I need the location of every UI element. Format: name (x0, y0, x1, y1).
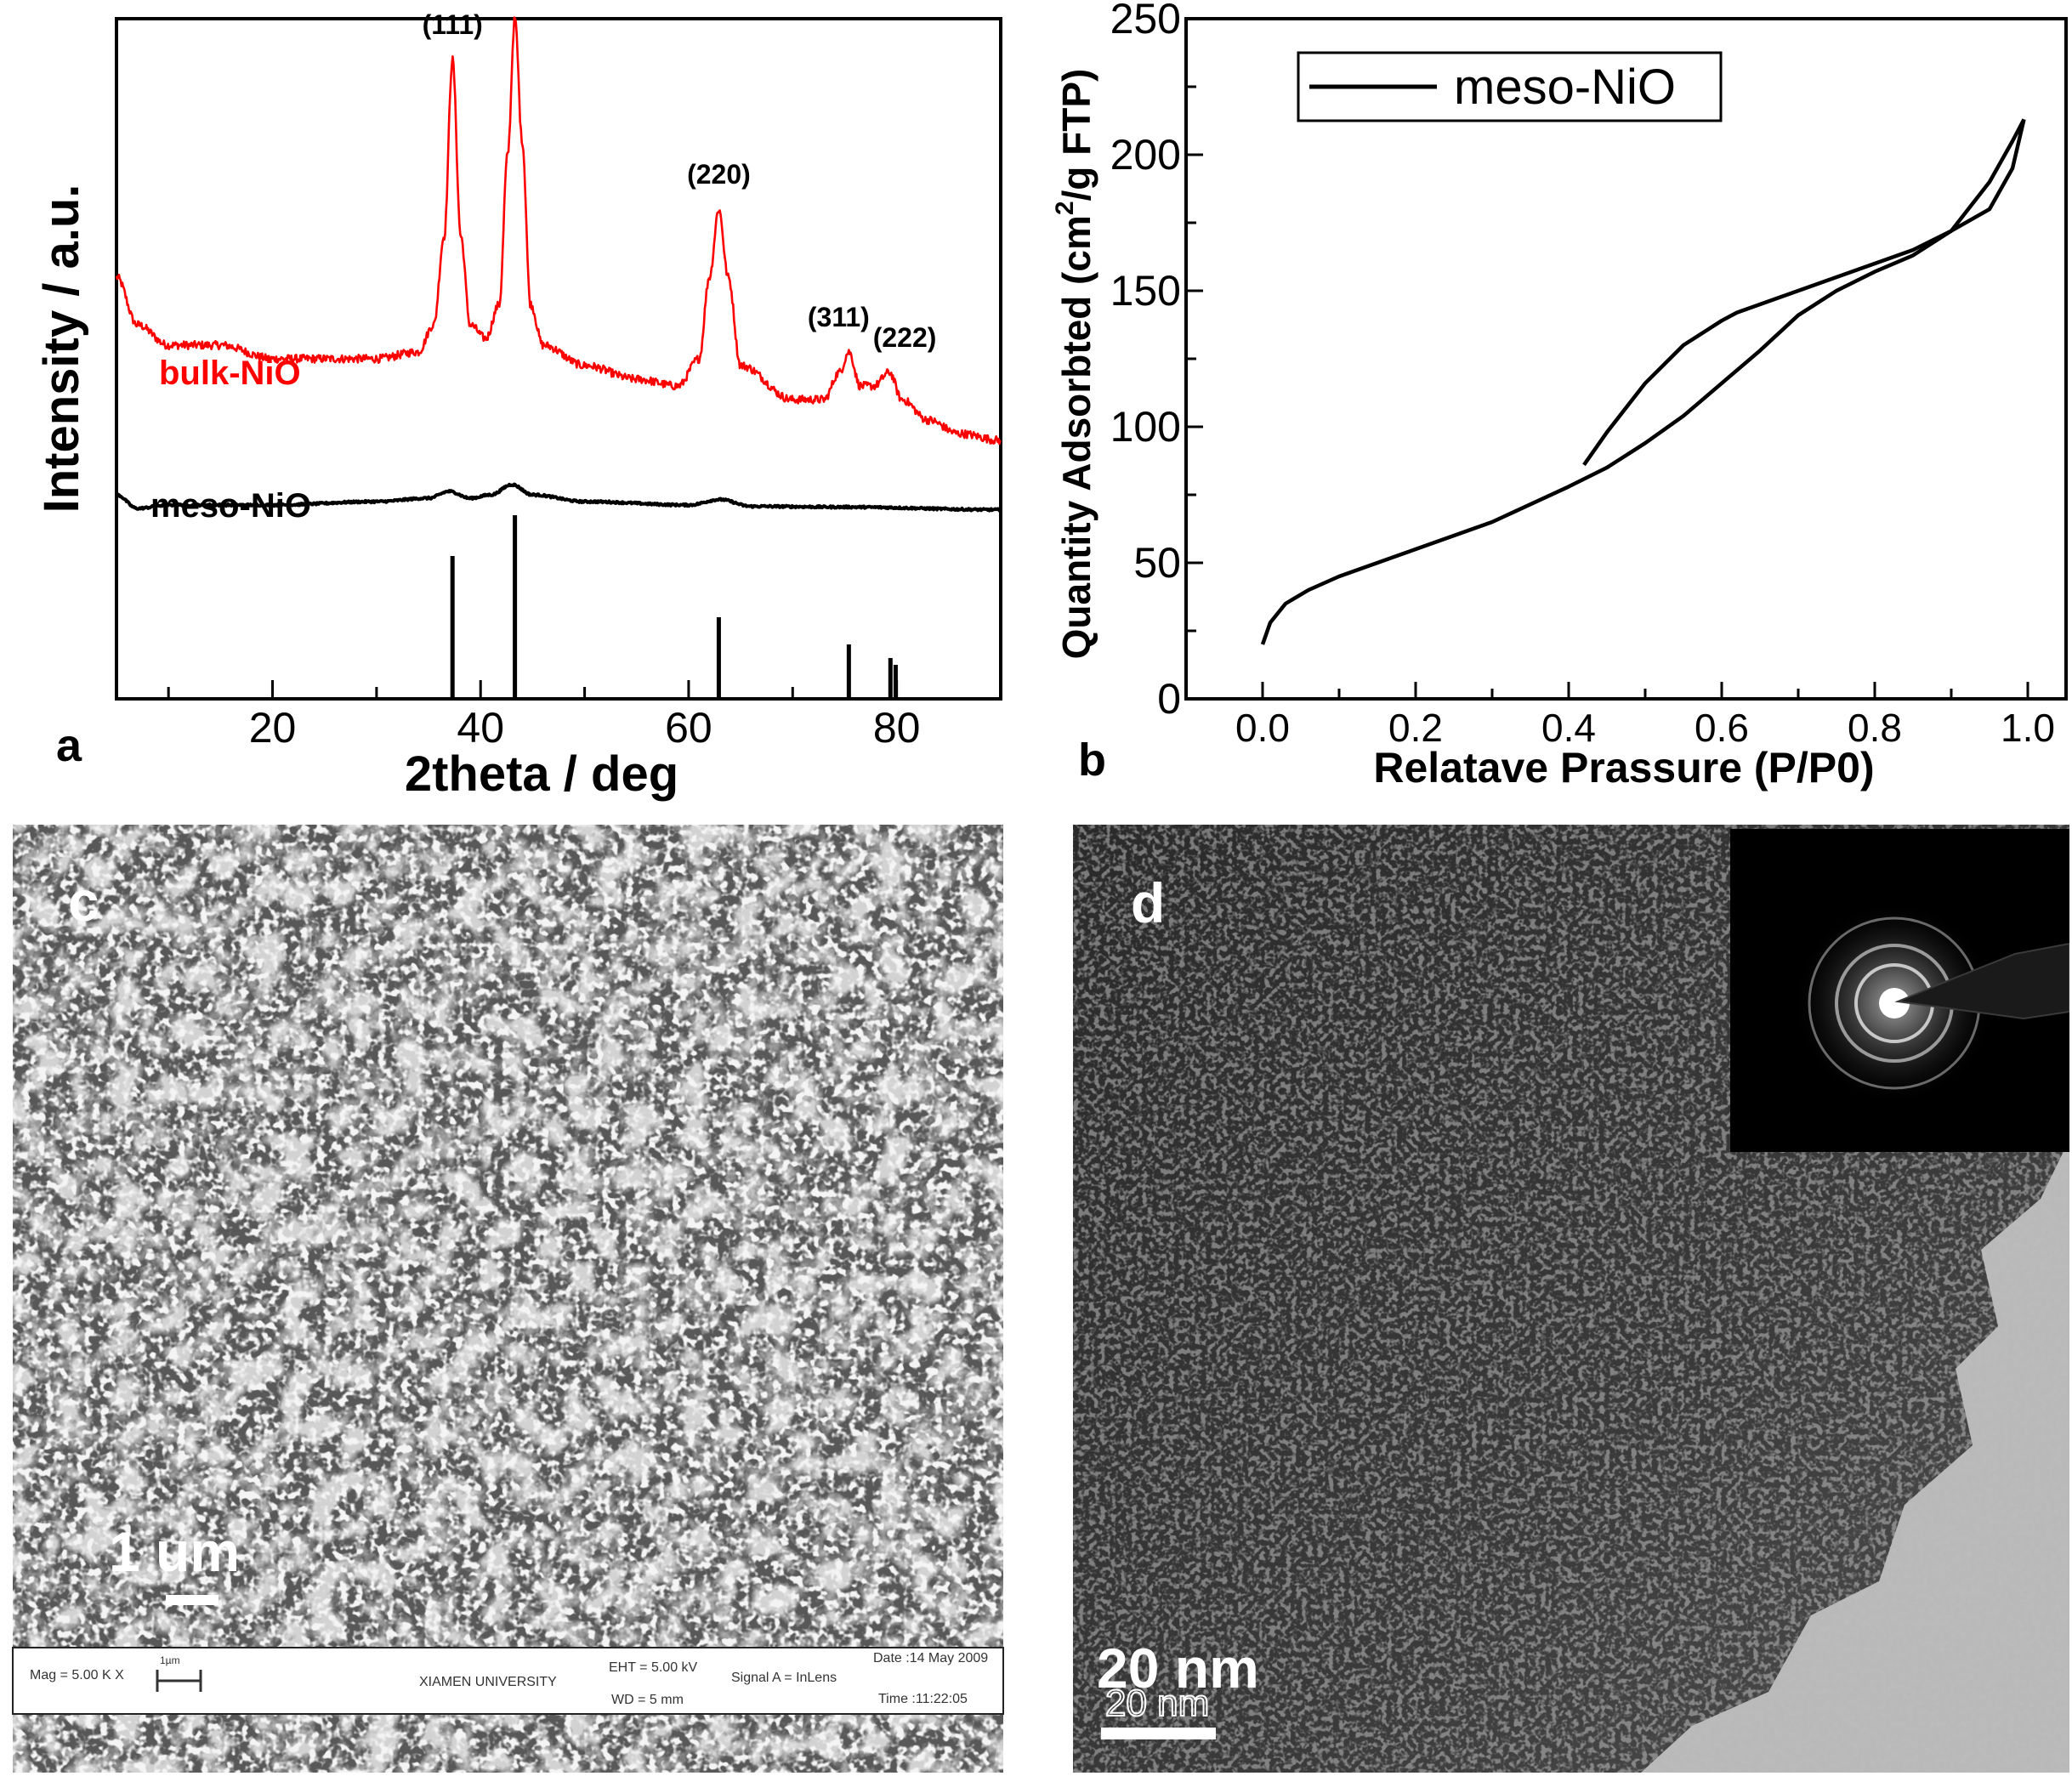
series-line-adsorption (1260, 118, 2026, 645)
peak-label: (311) (808, 302, 870, 332)
sem-scale-label: 1 um (109, 1520, 240, 1583)
legend-label-bulk-nio: bulk-NiO (159, 355, 301, 392)
panel-a-x-tick-label: 60 (665, 704, 712, 752)
panel-b-y-tick-label: 200 (1110, 131, 1181, 179)
panel-b-isotherm-chart: 0.0 0.2 0.4 0.6 0.8 1.0 0 50 100 150 200 250 Relata… (1051, 0, 2068, 792)
panel-d-letter: d (1131, 871, 1165, 934)
panel-b-y-tick-label: 100 (1110, 403, 1181, 451)
panel-b-y-axis-title-post: /g FTP) (1054, 69, 1098, 201)
sem-wd: WD = 5 mm (611, 1693, 684, 1707)
panel-b-y-axis-title: Quantity Adsorbted (cm2/g FTP) (1051, 69, 1098, 660)
tem-scale-label-embedded: 20 nm (1105, 1682, 1209, 1724)
panel-a-x-axis-title: 2theta / deg (405, 746, 678, 802)
series-line-desorption (1582, 118, 2026, 467)
sem-scale-bar (166, 1595, 219, 1605)
panel-b-y-tick-label: 250 (1110, 0, 1181, 43)
peak-label: (111) (423, 9, 483, 40)
saed-beam-stop (1894, 942, 2069, 1020)
panel-b-axis-ticks: 0.0 0.2 0.4 0.6 0.8 1.0 0 50 100 150 200 250 (1110, 0, 2055, 750)
panel-b-x-tick-label: 0.0 (1235, 706, 1290, 750)
panel-b-series (1260, 118, 2026, 645)
panel-b-x-tick-label: 1.0 (2001, 706, 2055, 750)
sem-fine-texture (13, 825, 1003, 1773)
sem-small-scale-bar (156, 1670, 202, 1692)
panel-a-x-tick-label: 40 (457, 704, 504, 752)
panel-c-letter: c (68, 870, 99, 933)
tem-scale-bar (1101, 1728, 1216, 1739)
saed-center-spot (1879, 988, 1910, 1019)
panel-b-letter: b (1078, 735, 1106, 786)
sem-institution: XIAMEN UNIVERSITY (419, 1675, 557, 1689)
series-line-meso-nio (115, 482, 1002, 513)
saed-inset (1730, 829, 2069, 1152)
panel-b-y-axis-title-sup: 2 (1051, 201, 1079, 215)
panel-a-reference-lines (450, 515, 898, 699)
panel-b-y-tick-label: 50 (1133, 539, 1181, 587)
panel-a-x-tick-label: 20 (249, 704, 297, 752)
panel-b-x-tick-label: 0.2 (1388, 706, 1443, 750)
legend-entry-meso-nio: meso-NiO (1454, 60, 1676, 115)
sem-signal: Signal A = InLens (731, 1671, 837, 1685)
series-line-bulk-nio (115, 16, 1002, 445)
sem-info-bar: Mag = 5.00 K X 1µm XIAMEN UNIVERSITY EHT… (12, 1647, 1004, 1715)
panel-d-tem-image: d 20 nm 20 nm (1073, 825, 2069, 1773)
panel-a-peak-labels: (111)(200)(220)(311)(222) (423, 9, 937, 353)
panel-b-y-tick-label: 0 (1157, 675, 1181, 723)
sem-small-scale-label: 1µm (160, 1654, 180, 1666)
tem-scale-label: 20 nm (1097, 1637, 1259, 1699)
panel-a-series (115, 16, 1002, 513)
panel-c-sem-image: c 1 um Mag = 5.00 K X 1µm XIAMEN UNIVERS… (12, 825, 1004, 1773)
legend-label-meso-nio: meso-NiO (150, 487, 311, 525)
panel-b-y-tick-label: 150 (1110, 267, 1181, 315)
panel-b-y-axis-title-pre: Quantity Adsorbted (cm (1054, 215, 1098, 659)
sem-time: Time :11:22:05 (878, 1692, 968, 1706)
sem-eht: EHT = 5.00 kV (609, 1660, 698, 1675)
panel-b-x-tick-label: 0.6 (1694, 706, 1749, 750)
sem-date: Date :14 May 2009 (873, 1651, 988, 1665)
panel-b-x-axis-title: Relatave Prassure (P/P0) (1373, 744, 1874, 792)
panel-a-letter: a (56, 720, 82, 771)
panel-a-x-tick-label: 80 (873, 704, 921, 752)
peak-label: (222) (873, 322, 937, 353)
panel-b-x-tick-label: 0.4 (1541, 706, 1596, 750)
sem-mag: Mag = 5.00 K X (30, 1668, 124, 1682)
panel-a-y-axis-title: Intensity / a.u. (34, 184, 89, 514)
peak-label: (220) (687, 159, 751, 190)
panel-a-x-axis-ticks: 20 40 60 80 (167, 680, 1002, 752)
panel-b-x-tick-label: 0.8 (1848, 706, 1902, 750)
panel-a-plot-frame (115, 17, 1002, 701)
panel-b-legend: meso-NiO (1297, 51, 1723, 122)
